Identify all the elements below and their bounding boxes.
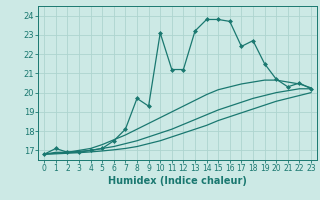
X-axis label: Humidex (Indice chaleur): Humidex (Indice chaleur) bbox=[108, 176, 247, 186]
